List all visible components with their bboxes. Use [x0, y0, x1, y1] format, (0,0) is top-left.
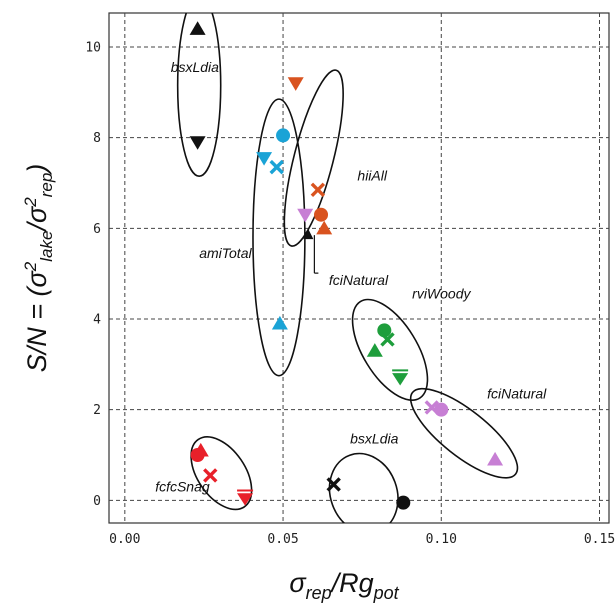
group-ellipse	[190, 436, 253, 511]
group-ellipse	[409, 387, 519, 479]
marker-triangle-down	[287, 77, 304, 91]
marker-circle	[396, 495, 411, 510]
y-axis-label: S/N = (σ2lake/σ2rep)	[21, 164, 56, 373]
marker-triangle-up	[271, 315, 288, 330]
group-ellipse	[176, 13, 222, 177]
marker-circle	[314, 207, 329, 222]
marker-triangle-up	[316, 220, 333, 235]
x-tick-label: 0.15	[584, 532, 615, 547]
x-axis-ticks: 0.00 0.05 0.10 0.15	[109, 532, 615, 547]
plot-area	[108, 12, 610, 524]
marker-triangle-up	[487, 451, 504, 466]
group-ellipse	[328, 452, 399, 523]
x-tick-label: 0.10	[426, 532, 457, 547]
marker-circle	[434, 402, 449, 417]
marker-x	[310, 182, 326, 198]
group-label: bsxLdia	[350, 431, 398, 447]
marker-x	[203, 468, 218, 483]
group-ellipse	[283, 69, 344, 247]
group-label: fciNatural	[487, 385, 547, 401]
x-axis-label: σrep/Rgpot	[289, 568, 399, 603]
marker-triangle-down	[237, 493, 254, 506]
marker-x	[269, 159, 284, 175]
label-leader-lines	[313, 235, 319, 274]
marker-triangle-up	[366, 343, 383, 357]
y-tick-label: 2	[93, 403, 101, 418]
data-points	[189, 21, 504, 510]
marker-x	[326, 477, 341, 492]
group-label: hiiAll	[357, 168, 387, 184]
x-tick-label: 0.00	[109, 532, 140, 547]
marker-circle	[377, 323, 392, 338]
y-tick-label: 4	[93, 313, 101, 328]
marker-triangle-down	[189, 136, 206, 150]
group-labels: bsxLdia amiTotal hiiAll fciNatural rviWoody f…	[155, 59, 547, 494]
group-label: bsxLdia	[171, 59, 219, 75]
y-tick-label: 10	[85, 41, 101, 56]
marker-circle	[276, 128, 291, 143]
marker-triangle-up	[303, 229, 314, 240]
group-label: fciNatural	[329, 272, 389, 288]
marker-x	[424, 400, 439, 415]
y-tick-label: 0	[93, 494, 101, 509]
marker-x	[380, 332, 395, 347]
x-tick-label: 0.05	[267, 532, 298, 547]
marker-triangle-down	[256, 152, 273, 166]
marker-triangle-down	[297, 208, 314, 223]
grid-lines	[109, 13, 609, 523]
y-axis-ticks: 0 2 4 6 8 10	[85, 41, 101, 509]
y-tick-label: 6	[93, 222, 101, 237]
marker-triangle-up	[192, 442, 209, 457]
group-ellipses	[176, 13, 519, 523]
y-tick-label: 8	[93, 131, 101, 146]
marker-triangle-down	[392, 373, 409, 386]
group-label: amiTotal	[199, 245, 252, 261]
group-label: fcfcSnag	[155, 478, 210, 494]
group-label: rviWoody	[412, 286, 471, 302]
marker-triangle-up	[189, 21, 206, 35]
group-ellipse	[351, 298, 429, 401]
